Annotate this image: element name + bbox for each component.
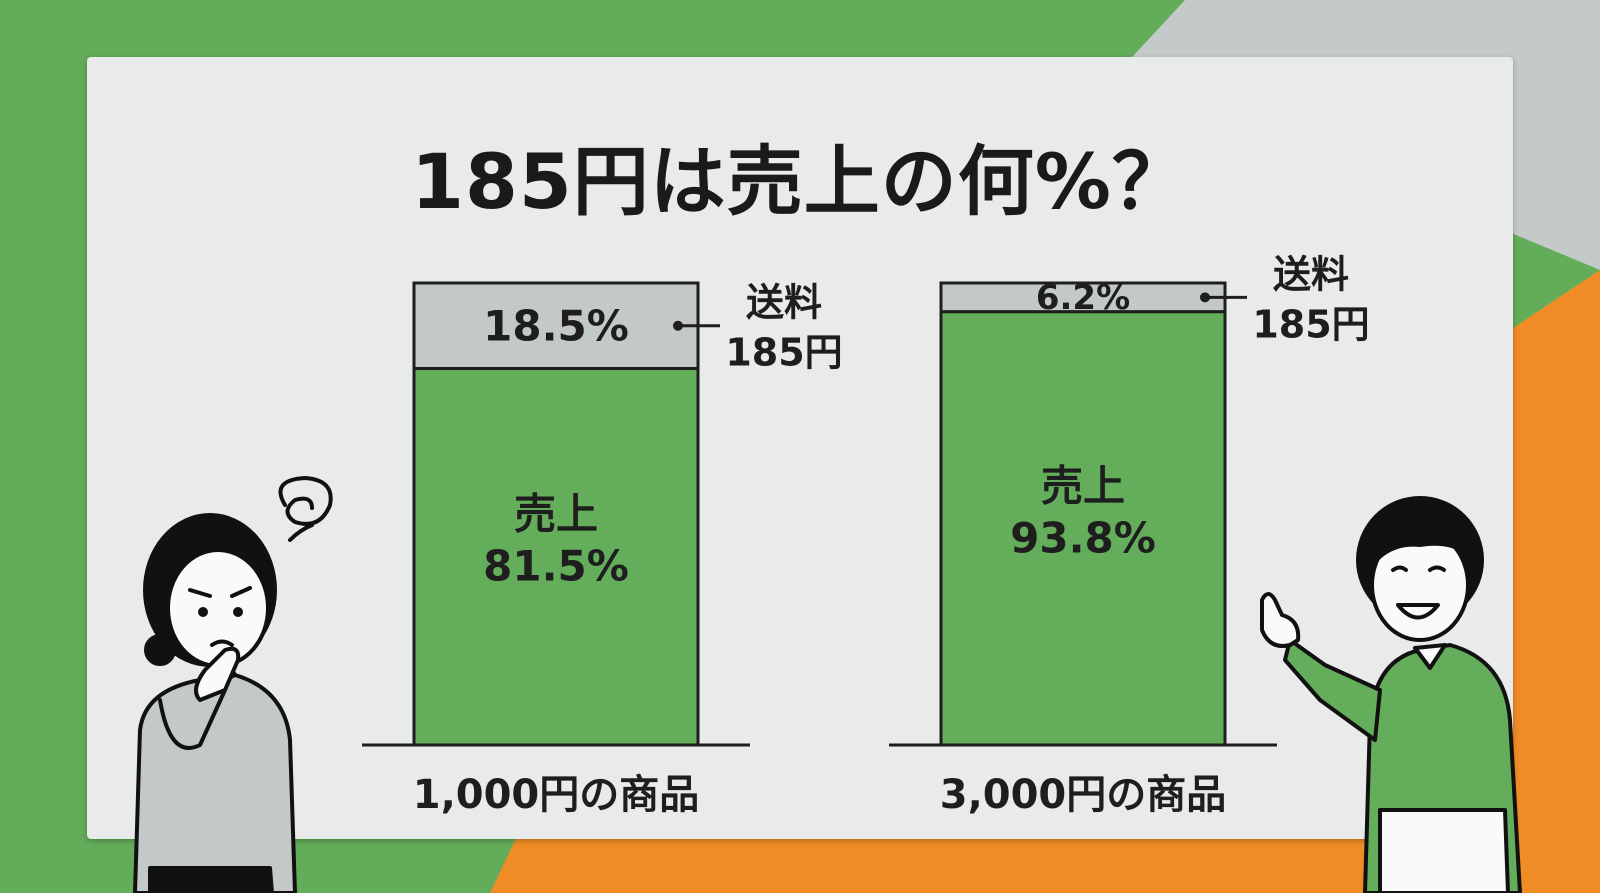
pointing-man-icon <box>1260 496 1522 893</box>
annotation-shipping-label: 送料 <box>746 281 822 325</box>
shipping-value-label: 6.2% <box>1036 278 1130 318</box>
chart-panel <box>87 57 1513 839</box>
sales-value-label: 93.8% <box>1010 513 1156 562</box>
annotation-shipping-amount: 185円 <box>1252 302 1369 346</box>
page-title: 185円は売上の何%？ <box>411 137 1189 226</box>
confused-woman-icon <box>133 476 333 893</box>
annotation-shipping-label: 送料 <box>1273 252 1349 296</box>
bar-segment-shipping <box>939 281 1227 314</box>
annotation-shipping-amount: 185円 <box>725 331 842 375</box>
dizzy-swirl-icon <box>278 476 333 542</box>
sales-value-label: 81.5% <box>483 542 629 591</box>
sales-series-label: 売上 <box>1041 461 1125 510</box>
bar-segment-shipping <box>412 281 700 370</box>
category-label: 3,000円の商品 <box>940 772 1227 818</box>
sales-series-label: 売上 <box>514 490 598 539</box>
category-label: 1,000円の商品 <box>413 772 700 818</box>
bar-segment-sales <box>412 366 700 747</box>
shipping-value-label: 18.5% <box>483 301 629 350</box>
